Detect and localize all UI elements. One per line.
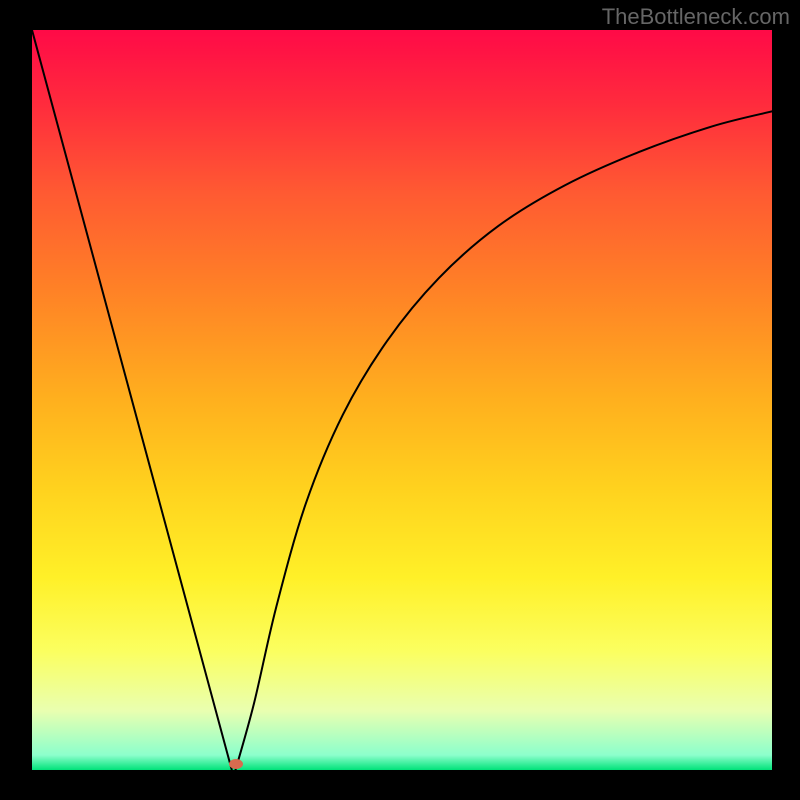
chart-stage: TheBottleneck.com — [0, 0, 800, 800]
frame-right — [772, 0, 800, 800]
frame-bottom — [0, 770, 800, 800]
watermark-text: TheBottleneck.com — [602, 4, 790, 30]
plot-area — [32, 30, 772, 770]
frame-left — [0, 0, 32, 800]
optimal-point-marker — [229, 759, 243, 769]
gradient-background — [32, 30, 772, 770]
